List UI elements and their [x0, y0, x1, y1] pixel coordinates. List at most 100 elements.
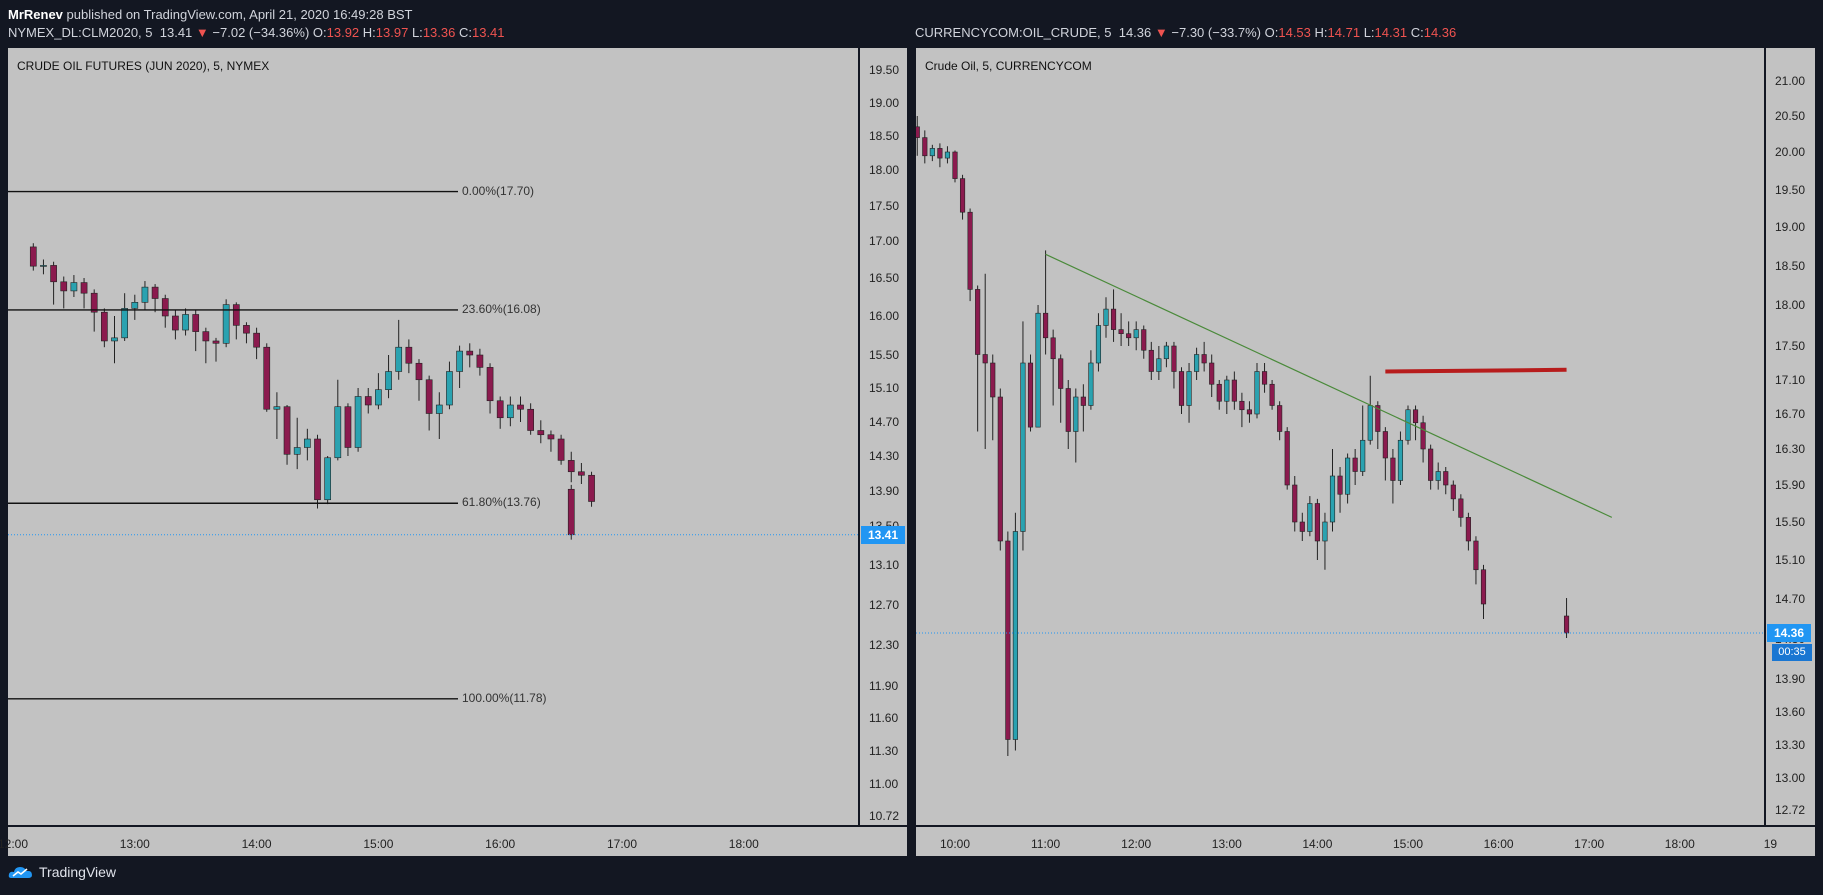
candle: [1088, 350, 1094, 410]
price-tick-label: 14.70: [869, 415, 900, 429]
publish-text: published on TradingView.com, April 21, …: [66, 7, 413, 22]
price-tick-label: 17.50: [1775, 339, 1806, 353]
candle: [151, 284, 159, 313]
candle: [1126, 321, 1132, 346]
candle: [192, 309, 200, 352]
left-open: 13.92: [326, 25, 360, 40]
left-low: 13.36: [422, 25, 456, 40]
candle: [1209, 354, 1215, 397]
candle: [1329, 449, 1336, 532]
left-change: −7.02 (−34.36%): [212, 25, 310, 40]
price-tick-label: 17.10: [1775, 373, 1806, 387]
tradingview-logo[interactable]: TradingView: [8, 864, 116, 880]
candle: [1110, 289, 1117, 342]
price-tick-label: 13.10: [869, 558, 900, 572]
time-tick-label: 19: [1763, 837, 1778, 851]
left-candles-svg: [8, 190, 858, 700]
candle: [1284, 427, 1290, 490]
candle: [557, 434, 565, 465]
resistance-line[interactable]: [1385, 367, 1567, 374]
price-tick-label: 18.50: [1775, 259, 1806, 273]
candle: [1405, 405, 1411, 445]
candle: [997, 388, 1003, 551]
right-time-axis[interactable]: 10:00 11:00 12:00 13:00 14:00 15:00 16:00 17:00…: [916, 827, 1815, 856]
time-tick-label: 12:00: [1121, 837, 1152, 851]
price-tick-label: 16.50: [869, 271, 900, 285]
time-tick-label: 13:00: [119, 837, 150, 851]
candle: [121, 293, 128, 341]
price-tick-label: 12.72: [1775, 803, 1806, 817]
candle: [456, 345, 463, 388]
fib-level-label: 61.80%(13.76): [462, 495, 541, 510]
tradingview-cloud-icon: [8, 867, 32, 878]
candle: [1178, 367, 1185, 414]
candle: [1020, 321, 1026, 551]
time-tick-label: 14:00: [241, 837, 272, 851]
left-chart-plot[interactable]: CRUDE OIL FUTURES (JUN 2020), 5, NYMEX 0…: [8, 48, 858, 825]
right-chart-title: Crude Oil, 5, CURRENCYCOM: [925, 59, 1092, 73]
left-price-axis[interactable]: 19.50 19.00 18.50 18.00 17.50 17.00 16.50 16.00…: [860, 48, 907, 825]
candle: [1005, 531, 1011, 756]
price-tick-label: 16.00: [869, 309, 900, 323]
candle: [1254, 363, 1260, 419]
candle: [1194, 347, 1200, 380]
time-tick-label: 10:00: [939, 837, 971, 851]
right-price-axis[interactable]: 21.00 20.50 20.00 19.50 19.00 18.50 18.00 17.50…: [1766, 48, 1815, 825]
candle: [1103, 297, 1109, 338]
candle: [1314, 498, 1320, 560]
right-candles-svg: [916, 116, 1764, 756]
candle: [982, 273, 988, 449]
candle: [232, 302, 240, 340]
candle: [1390, 449, 1396, 504]
left-symbol[interactable]: NYMEX_DL:CLM2020, 5: [8, 25, 153, 40]
candle: [517, 396, 524, 422]
price-tick-label: 19.00: [1775, 220, 1806, 234]
left-time-axis[interactable]: 12:00 13:00 14:00 15:00 16:00 17:00 18:00: [0, 827, 907, 856]
candle: [415, 359, 423, 401]
candle: [944, 146, 951, 164]
candle: [1171, 341, 1177, 389]
right-symbol[interactable]: CURRENCYCOM:OIL_CRUDE, 5: [915, 25, 1112, 40]
time-tick-label: 18:00: [728, 837, 759, 851]
candle: [405, 339, 413, 374]
price-tick-label: 20.50: [1775, 109, 1806, 123]
right-low: 14.31: [1374, 25, 1408, 40]
price-tick-label: 12.70: [869, 598, 900, 612]
candle: [283, 405, 291, 465]
trend-line[interactable]: [1045, 253, 1613, 518]
left-symbol-bar: NYMEX_DL:CLM2020, 5 13.41 ▼ −7.02 (−34.3…: [8, 25, 505, 40]
price-tick-label: 10.72: [869, 809, 900, 823]
time-tick-label: 16:00: [1483, 837, 1514, 851]
candle: [344, 403, 352, 456]
candle: [293, 417, 301, 470]
fib-level-label: 23.60%(16.08): [462, 301, 541, 316]
time-tick-label: 15:00: [1392, 837, 1424, 851]
candle: [202, 327, 210, 364]
candle: [1307, 496, 1313, 537]
candle: [273, 392, 281, 439]
candle: [916, 116, 920, 156]
candle: [1216, 380, 1222, 410]
author-name[interactable]: MrRenev: [8, 7, 63, 22]
candle: [952, 150, 958, 183]
candle: [1027, 354, 1034, 432]
candle: [567, 451, 575, 483]
time-tick-label: 14:00: [1302, 837, 1333, 851]
candle: [334, 379, 342, 461]
candle: [324, 456, 331, 505]
candle: [527, 403, 534, 435]
price-tick-label: 19.50: [869, 63, 900, 77]
candle: [1058, 354, 1064, 423]
time-tick-label: 12:00: [0, 837, 29, 851]
down-arrow-icon: ▼: [195, 25, 209, 40]
candle: [1156, 346, 1162, 380]
time-tick-label: 13:00: [1211, 837, 1242, 851]
candle: [111, 316, 118, 364]
candle: [385, 355, 392, 399]
candle: [1412, 405, 1419, 441]
right-chart-plot[interactable]: Crude Oil, 5, CURRENCYCOM: [916, 48, 1764, 825]
candle: [182, 308, 189, 336]
candle: [567, 484, 575, 540]
time-tick-label: 16:00: [485, 837, 516, 851]
candle: [1563, 598, 1570, 638]
